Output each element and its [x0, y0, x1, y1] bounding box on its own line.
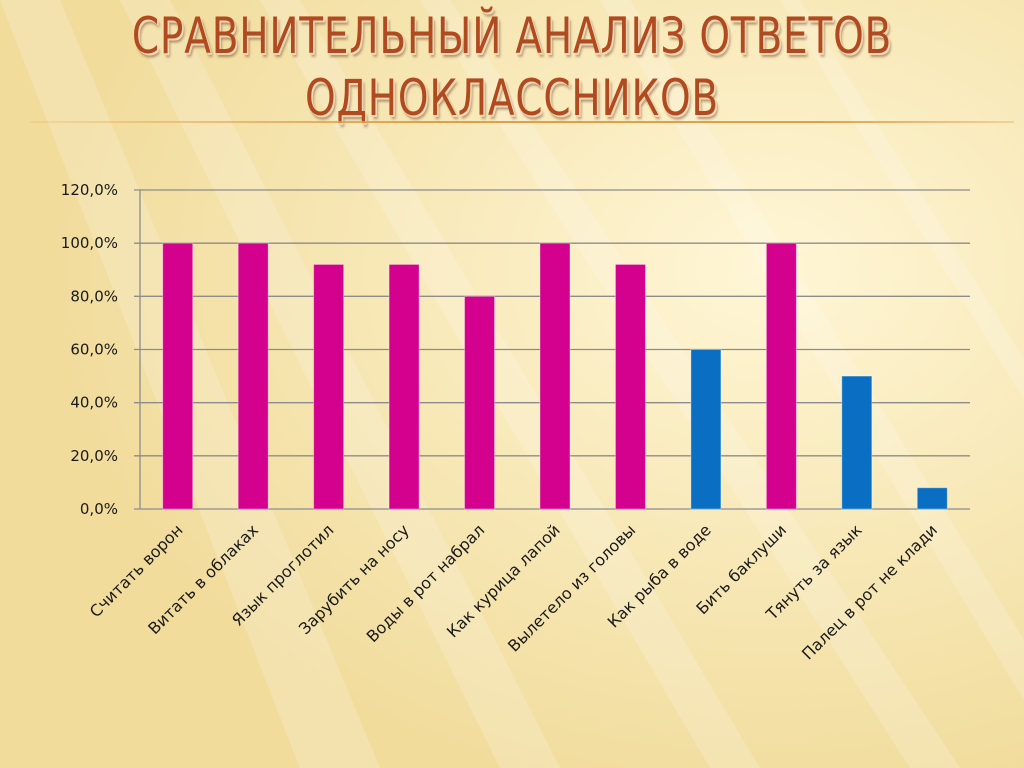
bar — [690, 349, 722, 510]
bar — [916, 487, 948, 510]
title-underline — [30, 121, 1014, 123]
y-tick-label: 40,0% — [70, 394, 118, 412]
bar — [841, 375, 873, 510]
bar — [313, 263, 345, 510]
slide-title-line-2: ОДНОКЛАССНИКОВ — [305, 69, 719, 127]
category-label: Палец в рот не клади — [798, 520, 941, 663]
bars — [162, 242, 948, 510]
bar — [765, 242, 797, 510]
y-tick-label: 100,0% — [61, 234, 118, 252]
bar — [464, 295, 496, 510]
bar — [388, 263, 420, 510]
gridlines — [134, 189, 970, 510]
category-label: Вылетело из головы — [504, 520, 639, 655]
y-tick-label: 120,0% — [61, 181, 118, 199]
y-tick-label: 20,0% — [70, 447, 118, 465]
slide-title-line-1: СРАВНИТЕЛЬНЫЙ АНАЛИЗ ОТВЕТОВ — [131, 7, 893, 65]
bar — [539, 242, 571, 510]
bar — [614, 263, 646, 510]
y-tick-label: 60,0% — [70, 341, 118, 359]
y-tick-label: 0,0% — [80, 500, 118, 518]
y-tick-label: 80,0% — [70, 287, 118, 305]
bar — [237, 242, 269, 510]
y-tick-labels: 0,0% 20,0% 40,0% 60,0% 80,0% 100,0% 120,0% — [61, 181, 118, 518]
bar — [162, 242, 194, 510]
